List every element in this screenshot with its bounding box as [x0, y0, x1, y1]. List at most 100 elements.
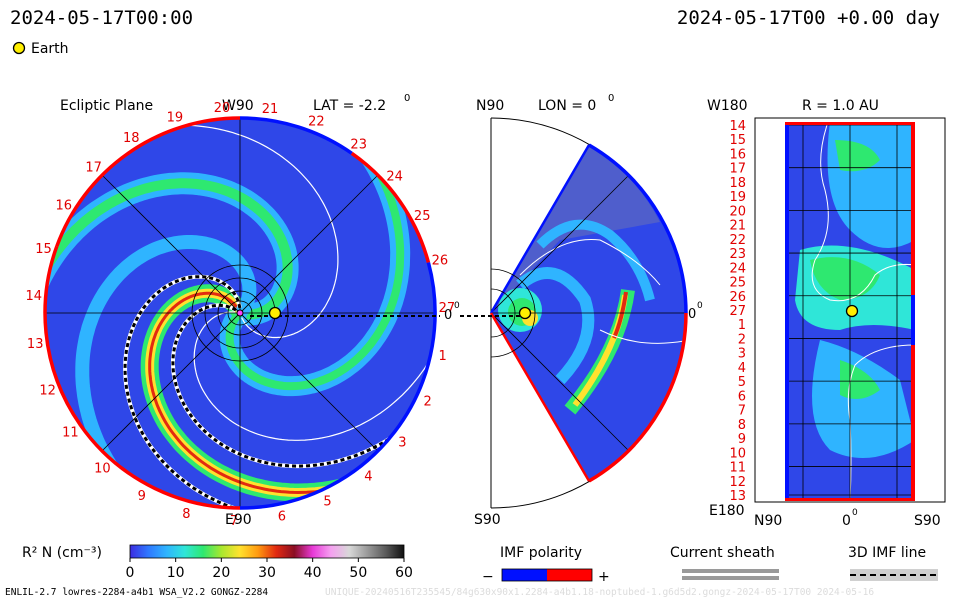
ecliptic-panel: Ecliptic Plane W90 LAT = -2.2 0 17181920… — [26, 93, 460, 529]
ecliptic-rim-number: 23 — [350, 137, 367, 152]
ecliptic-degree-mark: 0 — [404, 93, 410, 104]
meridional-sheath-2 — [599, 329, 685, 344]
meridional-bottom-label: S90 — [474, 512, 501, 528]
ecliptic-top-label: W90 — [222, 98, 254, 114]
colorbar-tick-label: 10 — [167, 565, 185, 581]
ecliptic-spiral-band — [75, 235, 257, 508]
radial-left-polarity — [785, 122, 789, 501]
imf-minus-label: − — [482, 569, 494, 585]
colorbar: R² N (cm⁻³) 0 10 20 30 40 50 60 — [22, 544, 413, 581]
ecliptic-rim-number: 14 — [26, 289, 43, 304]
ecliptic-spiral-band — [148, 291, 406, 495]
radial-row-label: 11 — [729, 461, 746, 476]
imf-negative-swatch — [502, 569, 547, 581]
ecliptic-spiral-bands — [45, 118, 413, 508]
radial-panel: W180 R = 1.0 AU 141516171819202122232425… — [707, 98, 946, 529]
meridional-band-1 — [536, 219, 655, 302]
ecliptic-rim-number: 18 — [123, 131, 140, 146]
ecliptic-rim-number: 6 — [278, 510, 286, 525]
ecliptic-rim-number: 26 — [432, 253, 449, 268]
ecliptic-grid-ring — [217, 290, 263, 336]
earth-marker-radial — [845, 304, 859, 318]
colorbar-tick-label: 20 — [212, 565, 230, 581]
radial-density-map — [785, 122, 915, 501]
radial-right-polarity-neg — [911, 295, 915, 345]
meridional-sheath-1 — [519, 238, 661, 286]
ecliptic-rim-number: 10 — [94, 462, 111, 477]
ecliptic-rim-polarity — [43, 116, 437, 510]
radial-row-labels: 1415161718192021222324252627123456789101… — [729, 119, 746, 504]
ecliptic-rim-number: 1 — [439, 349, 447, 364]
colorbar-bar — [129, 544, 405, 559]
colorbar-tick-label: 0 — [126, 565, 135, 581]
meridional-ring-small — [490, 288, 516, 338]
radial-row-label: 8 — [738, 418, 746, 433]
current-sheath-swatch-2 — [682, 576, 779, 580]
radial-row-label: 22 — [729, 233, 746, 248]
ecliptic-rim-number: 19 — [167, 111, 184, 126]
meridional-panel: N90 LON = 0 0 0 0 S90 — [460, 93, 703, 528]
radial-row-label: 7 — [738, 404, 746, 419]
ecliptic-rim-number: 22 — [308, 115, 325, 130]
meridional-grid-line — [491, 312, 630, 452]
ecliptic-rim-arc — [55, 116, 241, 247]
radial-bottom-zero: 0 — [842, 513, 851, 529]
ecliptic-grid-ring — [191, 264, 289, 362]
ecliptic-sheath-line — [193, 276, 435, 441]
imf-swatch-border — [501, 568, 593, 582]
radial-blob-4 — [812, 340, 915, 458]
radial-bottom-zero-mark: 0 — [852, 508, 858, 518]
radial-bottom-s90: S90 — [914, 513, 941, 529]
earth-marker-meridional — [518, 306, 532, 320]
radial-blob-6 — [835, 140, 880, 172]
colorbar-tick-label: 50 — [349, 565, 367, 581]
radial-top-left-label: W180 — [707, 98, 748, 114]
imf-polarity-legend: IMF polarity − + — [482, 545, 610, 585]
radial-blob-3 — [810, 257, 880, 300]
ecliptic-rim-number: 12 — [39, 383, 56, 398]
current-sheath-title: Current sheath — [670, 545, 775, 561]
ecliptic-rim-number: 5 — [323, 495, 331, 510]
radial-row-label: 14 — [729, 119, 746, 134]
meridional-edge-upper — [489, 144, 591, 314]
ecliptic-sheath-line — [98, 124, 339, 339]
meridional-degree-mark: 0 — [608, 93, 614, 104]
radial-row-label: 12 — [729, 475, 746, 490]
radial-row-label: 23 — [729, 247, 746, 262]
ecliptic-imf-line — [123, 275, 324, 508]
ecliptic-rim-number: 11 — [62, 426, 79, 441]
meridional-grid-line — [491, 174, 630, 314]
radial-row-label: 3 — [738, 347, 746, 362]
ecliptic-imf-line — [171, 303, 435, 468]
ecliptic-rim-number: 15 — [35, 242, 52, 257]
ecliptic-rim-number: 27 — [439, 301, 456, 316]
imf-plus-label: + — [598, 569, 610, 585]
radial-bottom-polarity — [785, 498, 915, 501]
datetime-right: 2024-05-17T00 +0.00 day — [677, 7, 940, 29]
radial-title: R = 1.0 AU — [802, 98, 879, 114]
colorbar-tick-label: 40 — [304, 565, 322, 581]
ecliptic-rim-number: 9 — [138, 489, 146, 504]
radial-row-label: 13 — [729, 489, 746, 504]
ecliptic-rim-number: 2 — [423, 395, 431, 410]
ecliptic-rim-arc — [239, 116, 353, 155]
ecliptic-current-sheath — [98, 124, 435, 508]
radial-row-label: 4 — [738, 361, 746, 376]
ecliptic-rim-number: 8 — [182, 507, 190, 522]
imf-line-title: 3D IMF line — [848, 545, 926, 561]
radial-row-label: 21 — [729, 219, 746, 234]
ecliptic-rim-number: 16 — [56, 198, 73, 213]
radial-sheath-2 — [847, 344, 915, 501]
radial-bottom-n90: N90 — [754, 513, 782, 529]
earth-icon — [12, 41, 26, 55]
ecliptic-rim-number: 24 — [386, 169, 403, 184]
meridional-rim-negative — [588, 143, 688, 314]
ecliptic-rim-number: 21 — [262, 102, 279, 117]
ecliptic-spiral-band — [45, 178, 293, 346]
ecliptic-bottom-label: E90 — [225, 512, 252, 528]
radial-row-label: 24 — [729, 261, 746, 276]
ecliptic-right-label-mark: 0 — [454, 301, 460, 311]
earth-legend: Earth — [12, 41, 69, 57]
earth-marker-ecliptic — [268, 306, 282, 320]
